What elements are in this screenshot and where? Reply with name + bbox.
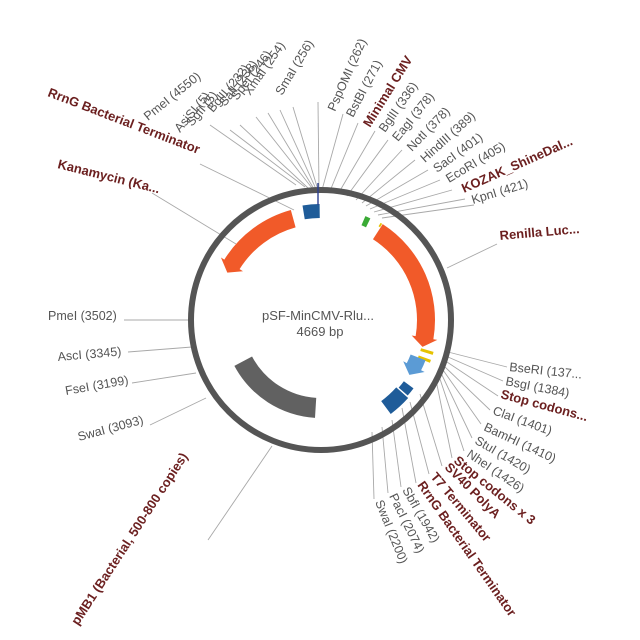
- leader-line-swai-2200: [371, 431, 375, 500]
- feature-shape-pmb1[interactable]: [234, 356, 317, 418]
- leader-line-eagi: [355, 149, 403, 201]
- leader-line-swai-3093: [149, 397, 207, 426]
- feature-shape-rrng-term-top[interactable]: [302, 204, 320, 220]
- leader-line-pspomi: [321, 113, 344, 191]
- leader-line-bsgi: [447, 356, 504, 382]
- enzyme-label-asci[interactable]: AscI (3345): [57, 344, 122, 364]
- feature-shape-sv40[interactable]: [403, 354, 426, 375]
- enzyme-label-fsei[interactable]: FseI (3199): [64, 373, 129, 398]
- feature-label-pmb1[interactable]: pMB1 (Bacterial, 500-800 copies): [68, 450, 191, 628]
- leader-line-rrng-top: [199, 163, 295, 211]
- leader-line-bglii-232: [255, 116, 313, 189]
- leader-line-bstbi: [329, 122, 359, 192]
- leader-line-pmei-4550: [209, 124, 297, 186]
- enzyme-labels-left: PmeI (3502) AscI (3345) FseI (3199) SwaI…: [48, 309, 145, 444]
- feature-shape-renilla[interactable]: [372, 224, 438, 347]
- feature-label-renilla[interactable]: Renilla Luc...: [499, 221, 580, 243]
- feature-shape-stop-codons-1[interactable]: [420, 348, 434, 355]
- leader-line-sali: [267, 112, 315, 190]
- enzyme-labels-right: BseRI (137... BsgI (1384) Stop codons...…: [415, 360, 590, 619]
- leader-line-fsei: [131, 372, 197, 384]
- feature-shape-t7-term[interactable]: [398, 381, 414, 396]
- enzyme-label-pmei-3502[interactable]: PmeI (3502): [48, 309, 117, 323]
- plasmid-backbone: [188, 187, 454, 453]
- leader-line-clai: [444, 366, 491, 411]
- leader-line-pmb1: [207, 445, 273, 541]
- leader-line-smai: [317, 101, 320, 191]
- enzyme-label-swai-3093[interactable]: SwaI (3093): [76, 413, 145, 444]
- feature-label-kanamycin[interactable]: Kanamycin (Ka...: [56, 156, 161, 196]
- leader-lines: [124, 101, 508, 541]
- plasmid-name: pSF-MinCMV-Rlu...: [262, 308, 374, 323]
- leader-line-bamhi: [442, 369, 482, 425]
- leader-line-bseri: [447, 351, 508, 368]
- leader-line-xmai: [292, 106, 319, 191]
- leader-line-asci: [127, 346, 193, 353]
- feature-shape-kanamycin[interactable]: [220, 210, 296, 273]
- leader-line-spei: [279, 109, 317, 190]
- leader-line-min-cmv: [337, 130, 376, 195]
- leader-line-paci: [381, 426, 389, 494]
- feature-shape-kozak[interactable]: [378, 222, 383, 228]
- leader-line-nhei: [438, 375, 465, 452]
- leader-line-bglii-336: [346, 139, 389, 197]
- plasmid-size: 4669 bp: [297, 324, 344, 339]
- leader-line-sv40: [419, 393, 443, 467]
- leader-line-sgfi: [239, 124, 309, 189]
- leader-line-renilla: [446, 243, 498, 269]
- feature-shape-rrng-term-bottom[interactable]: [381, 387, 409, 414]
- feature-shape-stop-codons-3[interactable]: [417, 355, 431, 363]
- leader-line-stui: [440, 372, 473, 439]
- leader-line-stop-3: [435, 379, 453, 459]
- leader-line-asisi: [229, 129, 306, 188]
- feature-shape-min-cmv[interactable]: [361, 216, 371, 228]
- leader-line-noti: [361, 159, 416, 204]
- leader-line-stop-1: [446, 361, 499, 397]
- feature-shapes: [220, 183, 438, 418]
